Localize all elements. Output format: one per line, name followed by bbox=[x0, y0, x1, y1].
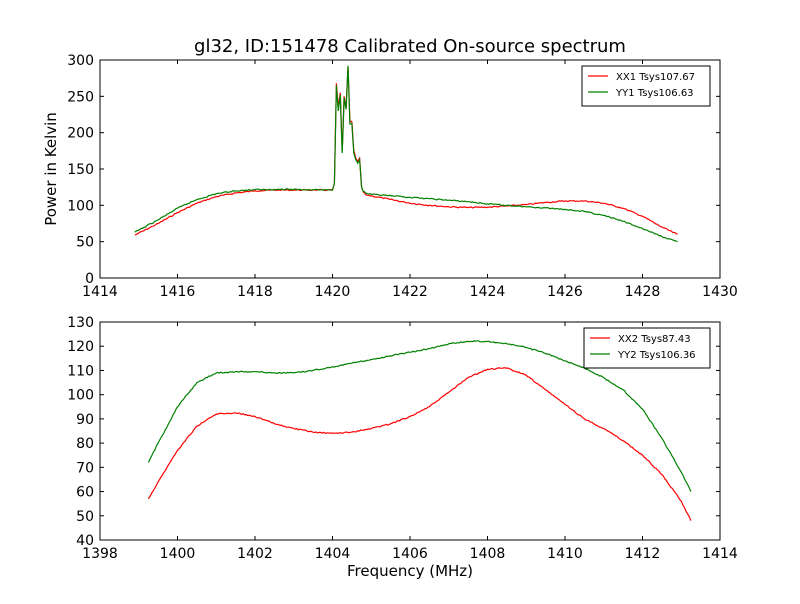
legend-entry: XX2 Tsys87.43 bbox=[618, 334, 691, 345]
x-tick-label: 1424 bbox=[470, 284, 506, 300]
x-tick-label: 1430 bbox=[702, 284, 738, 300]
y-tick-label: 120 bbox=[67, 339, 94, 355]
x-tick-label: 1398 bbox=[82, 546, 118, 562]
x-tick-label: 1428 bbox=[625, 284, 661, 300]
y-tick-label: 70 bbox=[76, 460, 94, 476]
chart-title: gl32, ID:151478 Calibrated On-source spe… bbox=[194, 36, 626, 57]
y-tick-label: 50 bbox=[76, 509, 94, 525]
series-line-yy1 bbox=[134, 65, 678, 243]
legend: XX1 Tsys107.67 YY1 Tsys106.63 bbox=[581, 65, 711, 107]
series-line-xx1 bbox=[134, 67, 678, 236]
legend-entry: YY1 Tsys106.63 bbox=[615, 88, 694, 99]
y-tick-label: 0 bbox=[85, 271, 94, 287]
y-tick-label: 130 bbox=[67, 315, 94, 331]
x-tick-label: 1406 bbox=[392, 546, 428, 562]
y-axis-label: Power in Kelvin bbox=[42, 112, 60, 226]
x-tick-label: 1416 bbox=[160, 284, 196, 300]
series-line-yy2 bbox=[147, 340, 692, 492]
x-tick-label: 1420 bbox=[315, 284, 351, 300]
x-tick-label: 1414 bbox=[702, 546, 738, 562]
y-tick-label: 250 bbox=[67, 89, 94, 105]
x-tick-label: 1404 bbox=[315, 546, 351, 562]
legend-box bbox=[583, 327, 711, 369]
y-tick-label: 50 bbox=[76, 235, 94, 251]
x-tick-label: 1400 bbox=[160, 546, 196, 562]
chart-panel-1: gl32, ID:151478 Calibrated On-source spe… bbox=[42, 36, 738, 300]
y-tick-label: 90 bbox=[76, 412, 94, 428]
legend-entry: XX1 Tsys107.67 bbox=[616, 72, 695, 83]
y-tick-label: 60 bbox=[76, 485, 94, 501]
legend: XX2 Tsys87.43 YY2 Tsys106.36 bbox=[583, 327, 711, 369]
chart-panel-2: 1398 1400 1402 1404 1406 1408 1410 1412 1414 40 50… bbox=[67, 315, 738, 580]
y-tick-label: 300 bbox=[67, 53, 94, 69]
x-tick-label: 1402 bbox=[237, 546, 273, 562]
x-tick-label: 1412 bbox=[625, 546, 661, 562]
series-line-xx2 bbox=[147, 366, 692, 521]
x-tick-label: 1408 bbox=[470, 546, 506, 562]
x-tick-label: 1410 bbox=[547, 546, 583, 562]
x-tick-label: 1418 bbox=[237, 284, 273, 300]
x-axis-label: Frequency (MHz) bbox=[347, 562, 473, 580]
y-tick-label: 80 bbox=[76, 436, 94, 452]
y-tick-label: 200 bbox=[67, 126, 94, 142]
y-tick-label: 40 bbox=[76, 533, 94, 549]
legend-entry: YY2 Tsys106.36 bbox=[617, 350, 696, 361]
y-tick-label: 100 bbox=[67, 388, 94, 404]
legend-box bbox=[581, 65, 711, 107]
y-tick-label: 100 bbox=[67, 198, 94, 214]
y-tick-label: 150 bbox=[67, 162, 94, 178]
x-tick-label: 1414 bbox=[82, 284, 118, 300]
y-tick-label: 110 bbox=[67, 363, 94, 379]
x-tick-label: 1426 bbox=[547, 284, 583, 300]
x-tick-label: 1422 bbox=[392, 284, 428, 300]
